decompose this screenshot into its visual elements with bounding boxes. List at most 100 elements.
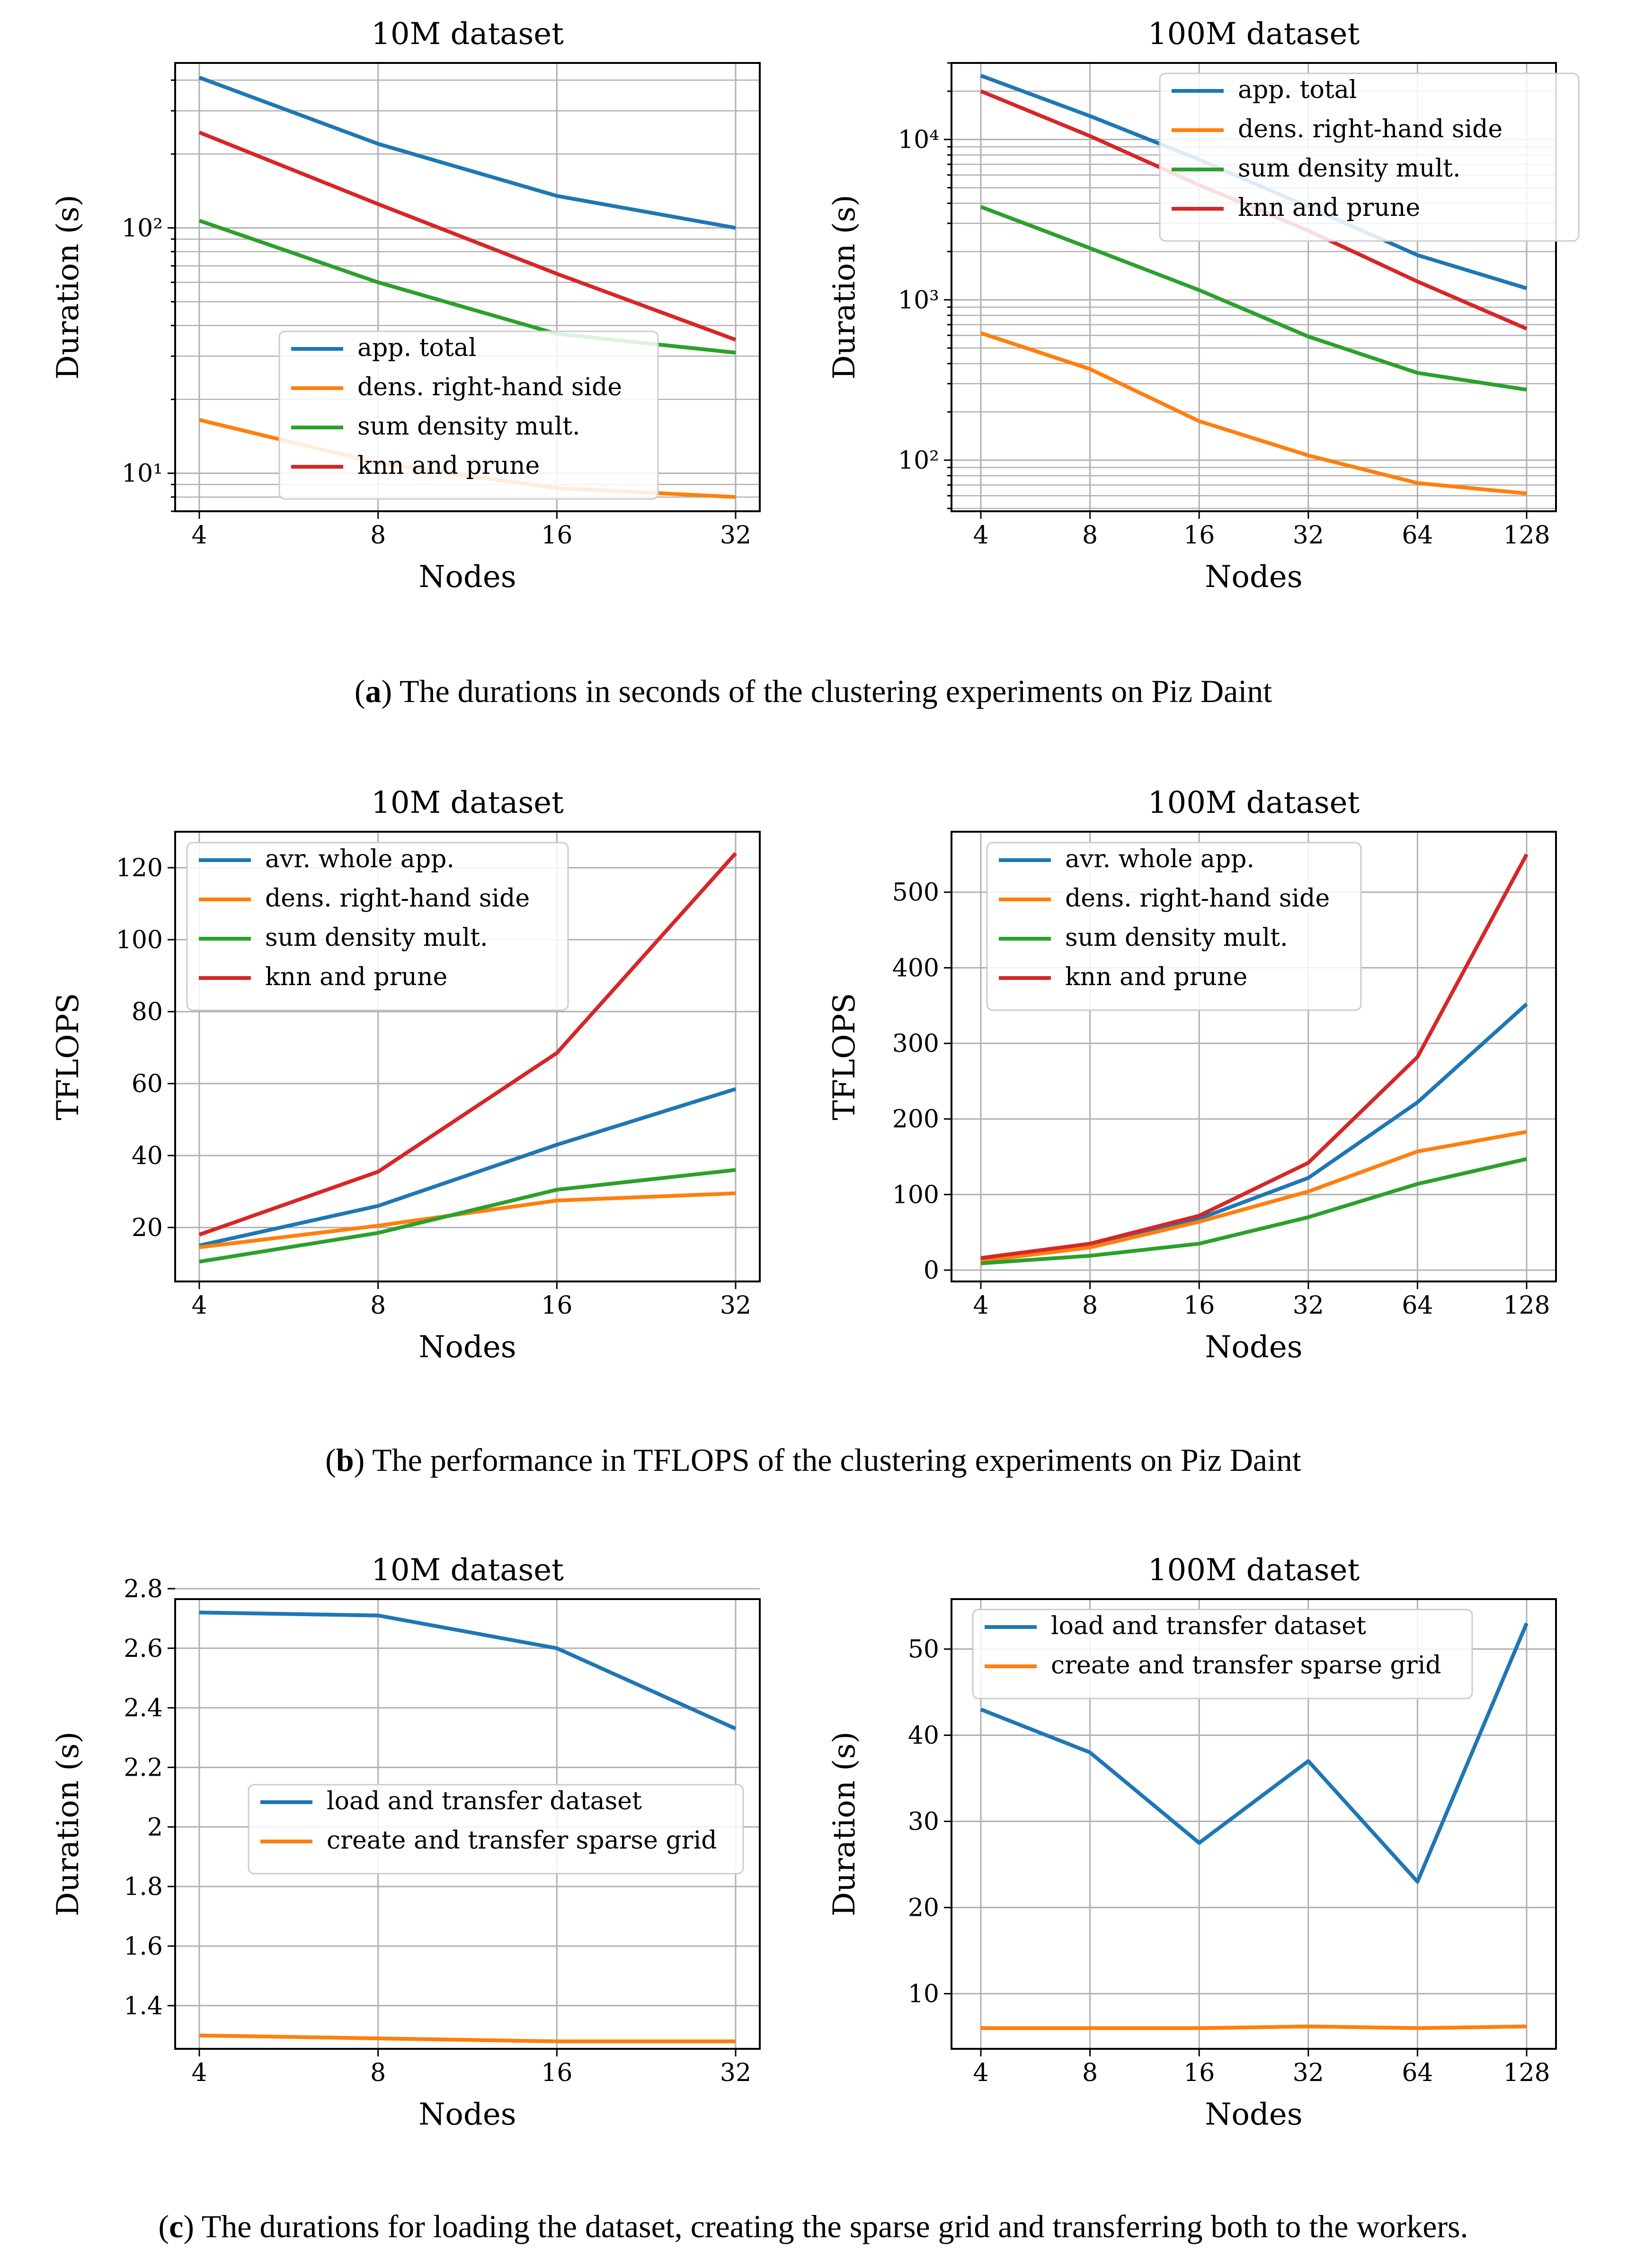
legend: avr. whole app. dens. right-hand side sum …	[186, 842, 569, 1011]
y-tick-label: 20	[132, 1214, 163, 1242]
legend-label-sum-density-mult: sum density mult.	[357, 412, 580, 441]
plot-frame	[951, 62, 1557, 512]
y-tick-label: 10⁴	[898, 126, 939, 154]
chart-a-10m-duration: 4 8 16 32 10¹ 10² 10M dataset Nodes Duration (s)…	[51, 17, 761, 595]
legend-label-dens-right-hand-side: dens. right-hand side	[1238, 115, 1503, 143]
chart-a-100m-duration: 4 8 16 32 64 128 10² 10³ 10⁴ 100M dataset Nodes Dur…	[827, 17, 1580, 595]
plot-frame	[174, 62, 761, 512]
legend: load and transfer dataset create and tran…	[248, 1784, 744, 1875]
y-tick-label: 2.8	[124, 1575, 163, 1603]
series-line-create-and-transfer-sparse-grid	[199, 2033, 736, 2044]
x-axis-label: Nodes	[418, 1330, 516, 1365]
chart-title: 100M dataset	[1148, 17, 1360, 52]
plot-frame	[951, 831, 1557, 1282]
legend-label-create-and-transfer-sparse-grid: create and transfer sparse grid	[327, 1826, 717, 1855]
legend-label-sum-density-mult: sum density mult.	[1238, 154, 1461, 183]
x-axis-label: Nodes	[1205, 560, 1302, 595]
caption-a-label: a	[365, 673, 382, 709]
x-tick-label: 16	[1183, 2059, 1215, 2087]
legend-label-avr-whole-app: avr. whole app.	[1065, 845, 1254, 873]
y-tick-label: 0	[924, 1256, 939, 1285]
x-tick-label: 128	[1503, 2059, 1550, 2087]
x-tick-label: 32	[720, 1291, 751, 1320]
x-tick-label: 64	[1402, 2059, 1433, 2087]
legend-label-dens-right-hand-side: dens. right-hand side	[1065, 884, 1330, 913]
y-tick-label: 10³	[898, 286, 939, 314]
legend-box	[186, 842, 569, 1011]
y-tick-label: 2	[147, 1813, 163, 1841]
chart-title: 100M dataset	[1148, 785, 1360, 820]
y-tick-label: 10¹	[122, 460, 163, 488]
y-tick-label: 40	[132, 1142, 163, 1170]
legend: avr. whole app. dens. right-hand side sum …	[986, 842, 1362, 1011]
series-line-dens-right-hand-side	[980, 1130, 1527, 1263]
chart-title: 10M dataset	[371, 17, 564, 52]
y-tick-label: 100	[892, 1181, 939, 1209]
x-tick-label: 16	[541, 521, 572, 550]
x-tick-label: 4	[973, 521, 988, 550]
y-tick-label: 1.4	[124, 1992, 163, 2020]
caption-b-text: The performance in TFLOPS of the cluster…	[365, 1442, 1301, 1478]
y-tick-label: 10	[908, 1980, 939, 2009]
caption-b-label: b	[336, 1442, 354, 1478]
y-tick-label: 120	[116, 854, 163, 882]
legend-label-app-total: app. total	[1238, 76, 1357, 104]
y-tick-label: 100	[116, 926, 163, 954]
x-axis-label: Nodes	[1205, 2097, 1302, 2132]
x-tick-label: 16	[541, 2059, 572, 2087]
x-tick-label: 32	[1293, 521, 1324, 550]
caption-a-text: The durations in seconds of the clusteri…	[392, 673, 1272, 709]
plot-frame	[174, 1598, 761, 2050]
x-tick-label: 4	[973, 1291, 988, 1320]
x-tick-label: 32	[1293, 2059, 1324, 2087]
x-axis-label: Nodes	[1205, 1330, 1302, 1365]
legend: load and transfer dataset create and tran…	[972, 1609, 1473, 1699]
y-tick-label: 1.8	[124, 1873, 163, 1901]
x-tick-label: 4	[191, 1291, 207, 1320]
x-tick-label: 8	[1082, 521, 1098, 550]
x-tick-label: 8	[1082, 1291, 1098, 1320]
chart-c-100m-loading: 4 8 16 32 64 128 10 20 30 40 50 100M dataset Nodes Du…	[827, 1553, 1557, 2132]
series-line-knn-and-prune	[980, 854, 1529, 1260]
chart-title: 10M dataset	[371, 1553, 564, 1588]
legend-box	[986, 842, 1362, 1011]
x-axis-label: Nodes	[418, 560, 516, 595]
y-tick-label: 500	[892, 879, 939, 907]
chart-c-10m-loading: 4 8 16 32 1.4 1.6 1.8 2 2.2 2.4 2.6 2.8 10M dataset N…	[51, 1553, 761, 2132]
legend-label-sum-density-mult: sum density mult.	[1065, 924, 1288, 952]
legend: app. total dens. right-hand side sum densi…	[278, 330, 659, 500]
y-tick-label: 40	[908, 1722, 939, 1750]
x-tick-label: 128	[1503, 1291, 1550, 1320]
y-tick-label: 80	[132, 998, 163, 1026]
y-tick-label: 200	[892, 1105, 939, 1134]
legend-label-load-and-transfer-dataset: load and transfer dataset	[327, 1787, 642, 1815]
x-tick-label: 8	[370, 2059, 386, 2087]
chart-b-10m-tflops: 4 8 16 32 20 40 60 80 100 120 10M dataset Nodes TFLO…	[51, 785, 761, 1365]
plot-frame	[951, 1598, 1557, 2050]
series-line-load-and-transfer-dataset	[199, 1610, 737, 1731]
legend: app. total dens. right-hand side sum densi…	[1159, 72, 1580, 242]
x-tick-label: 128	[1503, 521, 1550, 550]
series-line-create-and-transfer-sparse-grid	[981, 2024, 1527, 2030]
x-tick-label: 32	[720, 521, 751, 550]
chart-b-100m-tflops: 4 8 16 32 64 128 0 100 200 300 400 500 100M dataset N…	[827, 785, 1557, 1365]
series-line-app-total	[198, 75, 736, 230]
caption-c-label: c	[169, 2208, 183, 2244]
y-tick-label: 50	[908, 1636, 939, 1664]
chart-title: 10M dataset	[371, 785, 564, 820]
x-tick-label: 16	[541, 1291, 572, 1320]
caption-c-text: The durations for loading the dataset, c…	[194, 2208, 1468, 2244]
y-tick-label: 1.6	[124, 1932, 163, 1961]
x-tick-label: 32	[720, 2059, 751, 2087]
caption-c: (c) The durations for loading the datase…	[159, 2208, 1468, 2244]
grid	[175, 63, 760, 512]
y-tick-label: 2.6	[124, 1635, 163, 1663]
y-axis-label: TFLOPS	[51, 993, 86, 1121]
y-axis-label: Duration (s)	[51, 1732, 86, 1916]
caption-a: (a) The durations in seconds of the clus…	[355, 673, 1272, 709]
y-tick-label: 400	[892, 954, 939, 982]
x-tick-label: 4	[191, 2059, 207, 2087]
x-tick-label: 4	[191, 521, 207, 550]
y-tick-label: 60	[132, 1070, 163, 1098]
y-tick-label: 20	[908, 1894, 939, 1922]
